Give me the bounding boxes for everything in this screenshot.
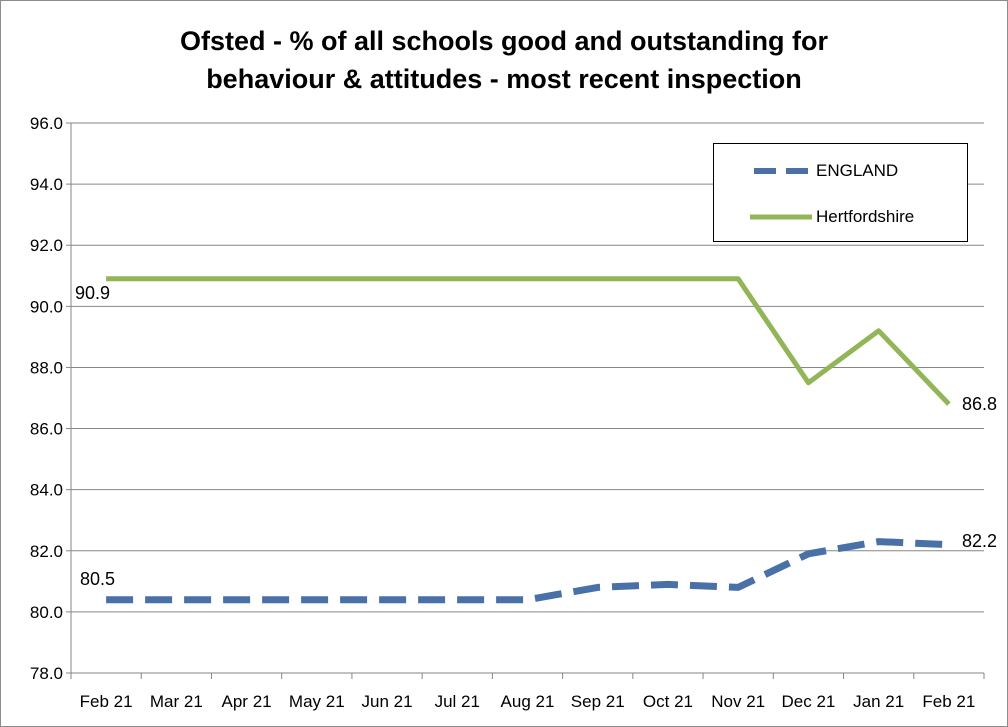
legend-item-hertfordshire: Hertfordshire: [714, 205, 967, 229]
y-tick-label: 78.0: [30, 664, 63, 683]
legend-swatch-england: [754, 168, 808, 174]
y-tick-label: 94.0: [30, 175, 63, 194]
x-tick-label: Aug 21: [501, 692, 555, 711]
y-tick-label: 80.0: [30, 603, 63, 622]
x-tick-label: May 21: [289, 692, 345, 711]
x-tick-label: Feb 21: [80, 692, 133, 711]
x-tick-label: Sep 21: [571, 692, 625, 711]
legend-swatch-hertfordshire: [750, 214, 812, 220]
x-tick-label: Mar 21: [150, 692, 203, 711]
legend-item-england: ENGLAND: [714, 159, 967, 183]
y-tick-label: 88.0: [30, 358, 63, 377]
series-line-hertfordshire: [106, 276, 951, 406]
data-label-hertfordshire-start: 90.9: [75, 283, 110, 303]
y-tick-label: 92.0: [30, 236, 63, 255]
data-label-hertfordshire-end: 86.8: [962, 394, 997, 414]
x-tick-label: Apr 21: [222, 692, 272, 711]
x-tick-label: Dec 21: [781, 692, 835, 711]
x-tick-label: Nov 21: [711, 692, 765, 711]
data-label-england-start: 80.5: [80, 569, 115, 589]
x-tick-label: Jan 21: [853, 692, 904, 711]
y-tick-label: 90.0: [30, 297, 63, 316]
legend-label-hertfordshire: Hertfordshire: [816, 207, 915, 226]
series-line-england: [106, 538, 950, 604]
y-tick-label: 96.0: [30, 114, 63, 133]
x-tick-label: Jul 21: [435, 692, 480, 711]
x-tick-label: Jun 21: [362, 692, 413, 711]
y-tick-label: 84.0: [30, 481, 63, 500]
y-tick-label: 86.0: [30, 420, 63, 439]
chart-legend: ENGLAND Hertfordshire: [713, 143, 968, 242]
legend-label-england: ENGLAND: [816, 161, 899, 180]
y-tick-label: 82.0: [30, 542, 63, 561]
chart-title-line2: behaviour & attitudes - most recent insp…: [206, 64, 802, 94]
data-label-england-end: 82.2: [962, 531, 997, 551]
x-tick-label: Feb 21: [922, 692, 975, 711]
x-tick-label: Oct 21: [643, 692, 693, 711]
chart-title-line1: Ofsted - % of all schools good and outst…: [180, 26, 828, 56]
